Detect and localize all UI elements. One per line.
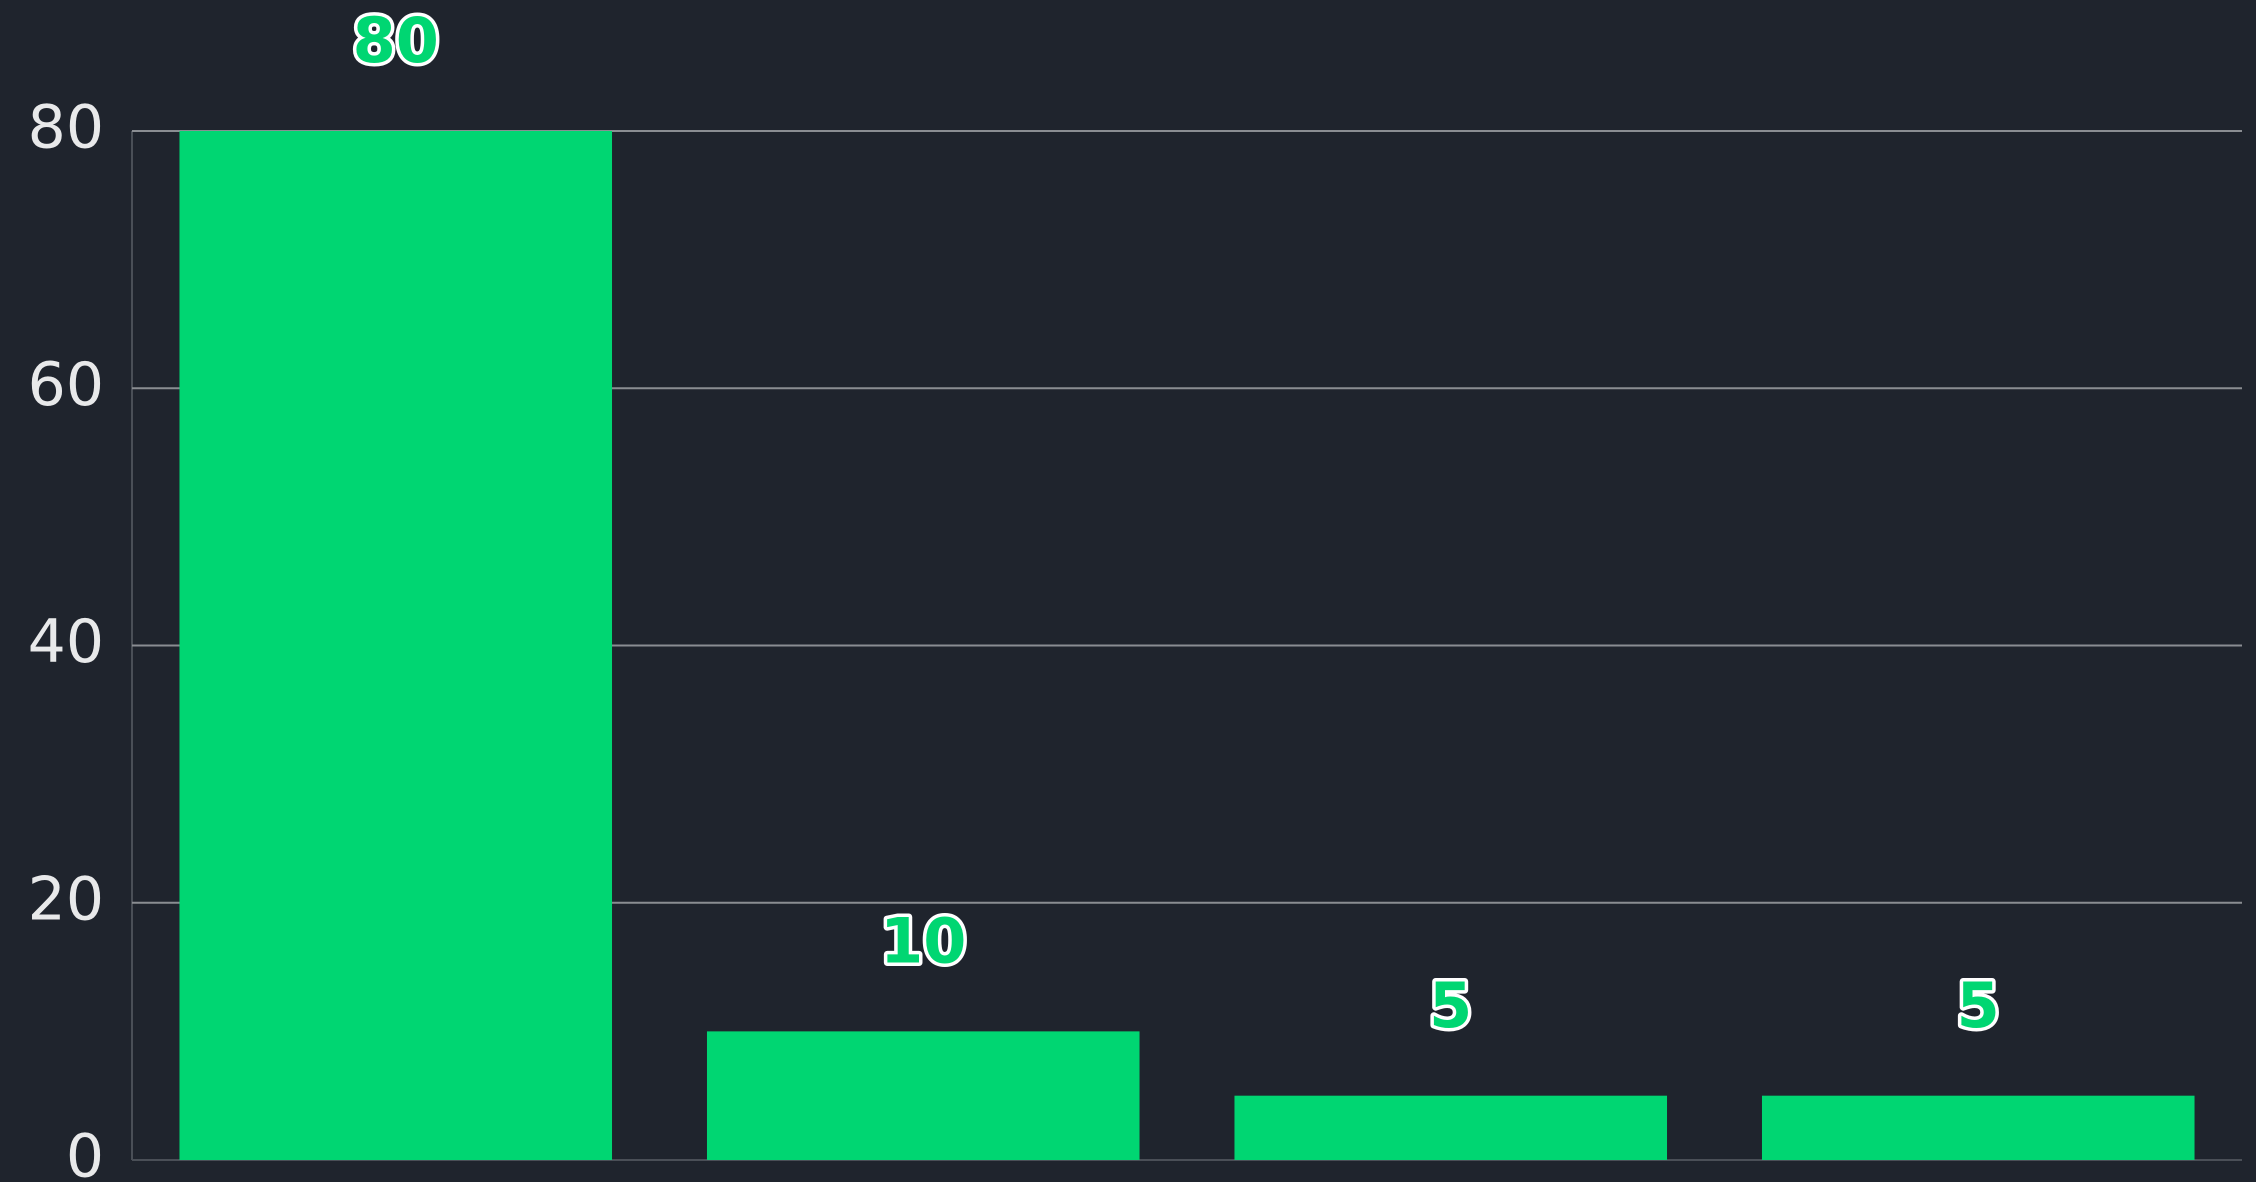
value-label: 5 [1429,969,1472,1042]
bar [179,131,613,1160]
y-tick-label: 40 [28,607,104,677]
bar [1761,1095,2195,1160]
y-tick-label: 80 [28,93,104,163]
bar [1234,1095,1668,1160]
y-tick-label: 20 [28,864,104,934]
bar [706,1031,1140,1160]
y-tick-label: 0 [66,1122,104,1182]
value-label: 5 [1957,969,2000,1042]
y-tick-label: 60 [28,350,104,420]
value-label: 80 [353,4,439,77]
value-label: 10 [880,904,966,977]
